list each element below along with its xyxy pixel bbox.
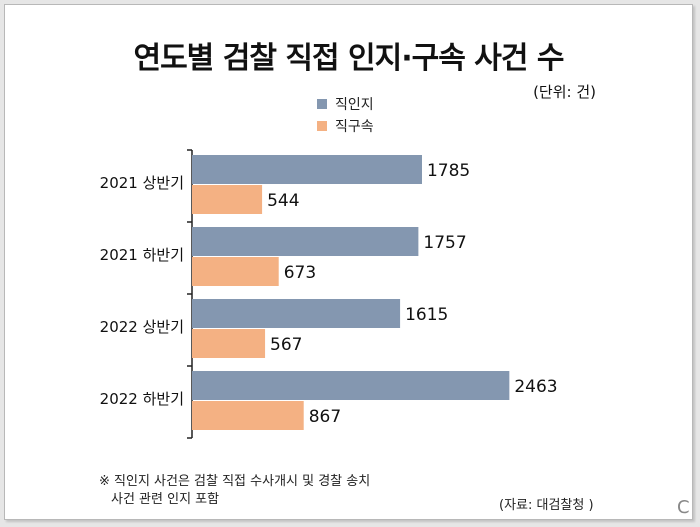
- bar-direct-arrest: [192, 401, 304, 430]
- category-label: 2022 상반기: [100, 318, 184, 336]
- legend-swatch-series-1: [317, 121, 327, 131]
- legend-item-series-0: 직인지: [317, 93, 374, 115]
- bar-direct-arrest: [192, 329, 266, 358]
- data-label: 544: [267, 191, 299, 211]
- bar-direct-recognition: [192, 371, 510, 400]
- data-label: 867: [309, 407, 341, 427]
- bar-direct-recognition: [192, 299, 401, 328]
- footnote-line-2: 사건 관련 인지 포함: [111, 492, 220, 507]
- bar-direct-arrest: [192, 185, 263, 214]
- data-label: 1785: [427, 161, 470, 181]
- bar-chart: 2021 상반기 1785 544 2021 하반기 1757 673 2022 상반기 16…: [100, 149, 558, 439]
- footnote: ※ 직인지 사건은 검찰 직접 수사개시 및 경찰 송치 사건 관련 인지 포함: [99, 473, 370, 509]
- legend: 직인지 직구속: [317, 93, 374, 137]
- data-label: 673: [284, 263, 316, 283]
- data-label: 2463: [514, 377, 557, 397]
- category-label: 2021 상반기: [100, 174, 184, 192]
- legend-label-series-0: 직인지: [335, 97, 374, 113]
- category-label: 2022 하반기: [100, 390, 184, 408]
- data-label: 1615: [405, 305, 448, 325]
- legend-label-series-1: 직구속: [335, 119, 374, 135]
- bar-direct-recognition: [192, 155, 422, 184]
- unit-label: (단위: 건): [533, 83, 596, 101]
- chart-title: 연도별 검찰 직접 인지·구속 사건 수: [133, 41, 564, 76]
- category-label: 2021 하반기: [100, 246, 184, 264]
- source-label: (자료: 대검찰청 ): [499, 498, 594, 513]
- footnote-line-1: ※ 직인지 사건은 검찰 직접 수사개시 및 경찰 송치: [99, 474, 371, 489]
- chart-frame: 연도별 검찰 직접 인지·구속 사건 수 (단위: 건) 직인지 직구속 202…: [4, 4, 693, 520]
- data-label: 1757: [423, 233, 466, 253]
- logo: C: [677, 497, 690, 518]
- legend-swatch-series-0: [317, 99, 327, 109]
- data-label: 567: [270, 335, 302, 355]
- legend-item-series-1: 직구속: [317, 115, 374, 137]
- bar-direct-recognition: [192, 227, 419, 256]
- bar-direct-arrest: [192, 257, 279, 286]
